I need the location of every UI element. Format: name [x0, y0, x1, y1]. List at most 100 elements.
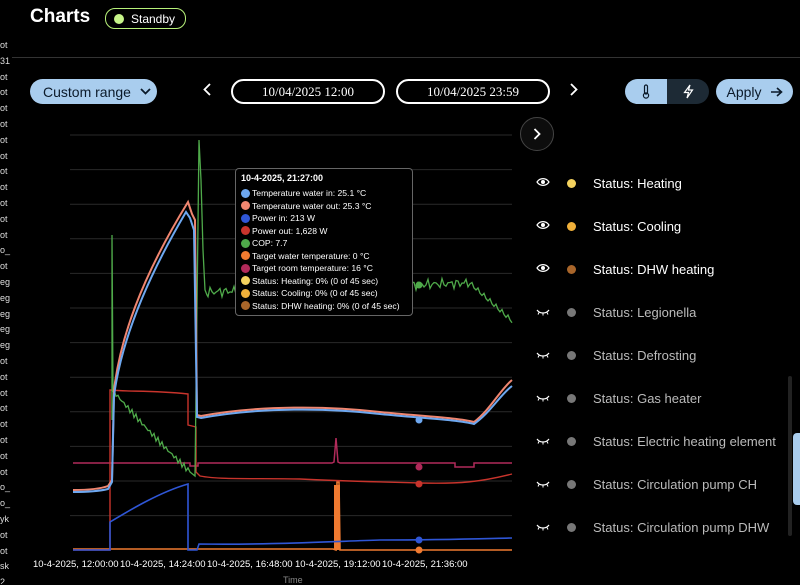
- legend-item[interactable]: Status: Circulation pump DHW: [534, 517, 800, 537]
- left-strip-text: eg: [0, 340, 11, 351]
- legend-dot-icon: [567, 522, 576, 532]
- chart-mode-toggle[interactable]: [625, 79, 709, 104]
- marker-target-room: [415, 463, 423, 471]
- tooltip-row-label: Status: Cooling: 0% (0 of 45 sec): [252, 288, 378, 298]
- legend-item[interactable]: Status: DHW heating: [534, 259, 800, 279]
- apply-button[interactable]: Apply: [716, 79, 793, 104]
- tooltip-title: 10-4-2025, 21:27:00: [241, 173, 324, 183]
- left-strip-text: o_: [0, 498, 11, 509]
- legend-item[interactable]: Status: Cooling: [534, 216, 800, 236]
- left-strip-text: ot: [0, 371, 8, 382]
- power-mode-button[interactable]: [667, 79, 709, 104]
- legend-label: Status: Heating: [593, 175, 682, 191]
- left-strip-text: ot: [0, 229, 8, 240]
- status-badge-label: Standby: [131, 11, 176, 26]
- left-strip-text: eg: [0, 292, 11, 303]
- status-badge: Standby: [105, 8, 187, 29]
- left-strip-text: ot: [0, 103, 8, 114]
- bolt-icon: [682, 84, 694, 99]
- legend-item[interactable]: Status: Circulation pump CH: [534, 474, 800, 494]
- x-tick-label: 10-4-2025, 12:00:00: [33, 559, 119, 570]
- series-swatch-icon: [241, 301, 250, 311]
- left-strip-text: o_: [0, 245, 11, 256]
- legend-label: Status: Circulation pump CH: [593, 476, 758, 492]
- x-tick-label: 10-4-2025, 21:36:00: [382, 559, 468, 570]
- tooltip-row-label: Status: DHW heating: 0% (0 of 45 sec): [252, 300, 400, 311]
- eye-closed-icon[interactable]: [534, 477, 552, 491]
- series-temperature-water-in: [72, 210, 513, 493]
- eye-closed-icon[interactable]: [534, 434, 552, 448]
- legend-label: Status: Gas heater: [593, 390, 702, 406]
- legend-item[interactable]: Status: Defrosting: [534, 345, 800, 365]
- left-strip-text: ot: [0, 419, 8, 430]
- left-sidebar-strip: ot 31 ot ot ot ot ot ot ot ot ot ot ot o_ ot eg eg eg eg eg…: [0, 38, 12, 584]
- legend-item[interactable]: Status: Gas heater: [534, 388, 800, 408]
- chart-gridlines: [70, 134, 512, 517]
- left-strip-text: ot: [0, 529, 8, 540]
- left-strip-text: ot: [0, 118, 8, 129]
- tooltip-row: Target room temperature: 16 °C: [241, 262, 407, 275]
- eye-closed-icon[interactable]: [534, 348, 552, 362]
- x-tick-label: 10-4-2025, 14:24:00: [120, 559, 206, 570]
- chevron-down-icon: [140, 88, 151, 95]
- prev-period-button[interactable]: [203, 80, 211, 101]
- tooltip-row-label: Target water temperature: 0 °C: [252, 250, 370, 261]
- legend-item[interactable]: Status: Electric heating element: [534, 431, 800, 451]
- end-date-input[interactable]: 10/04/2025 23:59: [396, 79, 550, 104]
- legend-scrollbar-track[interactable]: [788, 376, 792, 536]
- left-strip-text: ot: [0, 213, 8, 224]
- legend-dot-icon: [567, 436, 576, 446]
- left-strip-text: 31: [0, 55, 11, 66]
- legend-dot-icon: [567, 393, 576, 403]
- eye-icon[interactable]: [534, 262, 552, 276]
- legend-label: Status: Legionella: [593, 304, 697, 320]
- left-strip-text: ot: [0, 40, 8, 50]
- legend-label: Status: Electric heating element: [593, 433, 776, 449]
- series-swatch-icon: [241, 213, 250, 223]
- tooltip-row: COP: 7.7: [241, 237, 407, 250]
- legend-scrollbar-thumb[interactable]: [793, 433, 800, 505]
- apply-label: Apply: [726, 83, 762, 100]
- legend-label: Status: Defrosting: [593, 347, 697, 363]
- left-strip-text: ot: [0, 87, 8, 98]
- eye-icon[interactable]: [534, 219, 552, 233]
- x-tick-label: 10-4-2025, 16:48:00: [207, 559, 293, 570]
- tooltip-row-label: Status: Heating: 0% (0 of 45 sec): [252, 275, 379, 286]
- series-swatch-icon: [241, 276, 250, 286]
- range-select-button[interactable]: Custom range: [30, 79, 157, 104]
- left-strip-text: ot: [0, 166, 8, 177]
- tooltip-row-label: Temperature water out: 25.3 °C: [252, 200, 372, 211]
- range-select-label: Custom range: [43, 83, 131, 100]
- line-chart[interactable]: [0, 120, 520, 560]
- next-period-button[interactable]: [570, 80, 578, 101]
- legend-item[interactable]: Status: Legionella: [534, 302, 800, 322]
- temperature-mode-button[interactable]: [625, 79, 667, 104]
- chevron-right-icon: [533, 128, 541, 140]
- left-strip-text: sk: [0, 561, 9, 572]
- chevron-left-icon: [203, 83, 211, 96]
- left-strip-text: eg: [0, 276, 11, 287]
- eye-closed-icon[interactable]: [534, 391, 552, 405]
- tooltip-row-label: Temperature water in: 25.1 °C: [252, 188, 367, 198]
- series-swatch-icon: [241, 263, 250, 273]
- collapse-legend-button[interactable]: [520, 117, 554, 151]
- eye-closed-icon[interactable]: [534, 305, 552, 319]
- left-strip-text: ot: [0, 197, 8, 208]
- legend-item[interactable]: Status: Heating: [534, 173, 800, 193]
- left-strip-text: 2: [0, 577, 6, 584]
- tooltip-row: Temperature water out: 25.3 °C: [241, 200, 407, 213]
- left-strip-text: ot: [0, 134, 8, 145]
- tooltip-row: Temperature water in: 25.1 °C: [241, 187, 407, 200]
- status-dot-icon: [114, 13, 124, 24]
- left-strip-text: eg: [0, 324, 11, 335]
- series-swatch-icon: [241, 238, 250, 248]
- x-tick-label: 10-4-2025, 19:12:00: [295, 559, 381, 570]
- left-strip-text: ot: [0, 150, 8, 161]
- thermometer-icon: [642, 84, 650, 99]
- left-strip-text: ot: [0, 403, 8, 414]
- legend-dot-icon: [567, 350, 576, 360]
- start-date-input[interactable]: 10/04/2025 12:00: [231, 79, 385, 104]
- tooltip-row: Power out: 1,628 W: [241, 225, 407, 238]
- eye-icon[interactable]: [534, 176, 552, 190]
- eye-closed-icon[interactable]: [534, 520, 552, 534]
